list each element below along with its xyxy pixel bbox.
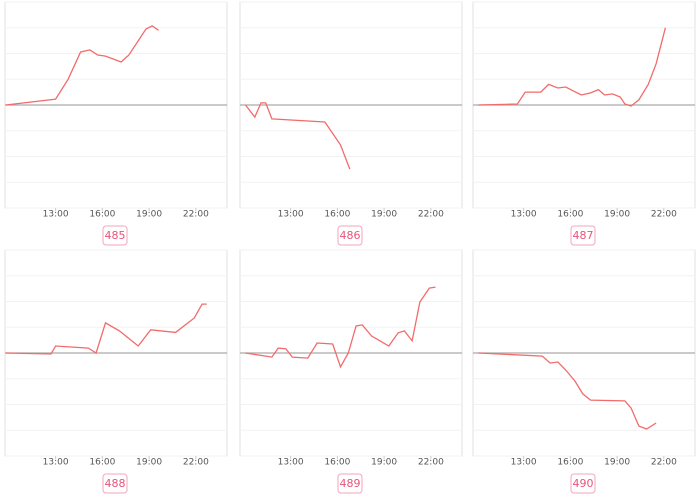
x-tick-label: 22:00	[651, 210, 677, 220]
x-tick-label: 16:00	[324, 458, 350, 468]
x-tick-label: 16:00	[89, 210, 115, 220]
x-tick-label: 16:00	[557, 210, 583, 220]
x-tick-label: 22:00	[183, 210, 209, 220]
label-text[interactable]: 488	[105, 477, 126, 490]
x-tick-label: 13:00	[511, 458, 537, 468]
x-tick-label: 19:00	[604, 458, 630, 468]
label-button[interactable]	[102, 473, 128, 494]
x-tick-label: 16:00	[557, 458, 583, 468]
x-tick-label: 13:00	[43, 458, 69, 468]
label-text[interactable]: 486	[340, 229, 361, 242]
x-tick-label: 22:00	[183, 458, 209, 468]
label-text[interactable]: 490	[573, 477, 594, 490]
x-tick-label: 19:00	[136, 458, 162, 468]
x-tick-label: 19:00	[371, 210, 397, 220]
line-series	[244, 102, 351, 170]
label-button[interactable]	[102, 225, 128, 246]
line-series	[5, 303, 207, 355]
label-button[interactable]	[337, 473, 363, 494]
label-button[interactable]	[337, 225, 363, 246]
x-tick-label: 22:00	[418, 458, 444, 468]
x-tick-label: 19:00	[136, 210, 162, 220]
line-series	[245, 286, 436, 369]
line-series	[478, 27, 667, 107]
label-button[interactable]	[570, 225, 596, 246]
label-text[interactable]: 487	[573, 229, 594, 242]
x-tick-label: 13:00	[511, 210, 537, 220]
line-series	[478, 352, 657, 430]
x-tick-label: 19:00	[604, 210, 630, 220]
x-tick-label: 22:00	[651, 458, 677, 468]
x-tick-label: 16:00	[324, 210, 350, 220]
label-button[interactable]	[570, 473, 596, 494]
x-tick-label: 22:00	[418, 210, 444, 220]
x-tick-label: 19:00	[371, 458, 397, 468]
line-series	[5, 25, 159, 106]
x-tick-label: 16:00	[89, 458, 115, 468]
x-tick-label: 13:00	[43, 210, 69, 220]
label-text[interactable]: 485	[105, 229, 126, 242]
x-tick-label: 13:00	[278, 210, 304, 220]
x-tick-label: 13:00	[278, 458, 304, 468]
label-text[interactable]: 489	[340, 477, 361, 490]
